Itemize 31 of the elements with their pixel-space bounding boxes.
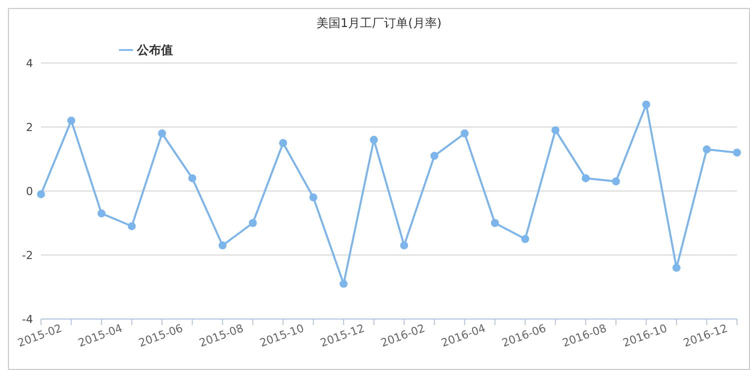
point [460,129,469,138]
point [128,222,136,230]
point [490,219,499,227]
y-tick-label: 4 [26,56,33,70]
point [67,116,76,125]
point [37,190,45,198]
point [551,126,560,134]
point [370,136,378,144]
y-tick-label: -4 [22,312,33,326]
y-tick-label: -2 [22,248,33,262]
point [279,139,288,147]
point [672,264,680,272]
point [521,235,530,243]
point [309,193,318,202]
point [218,241,227,250]
point [733,148,741,157]
y-tick-label: 2 [26,120,33,134]
y-tick-label: 0 [26,184,33,198]
legend-label: 公布值 [137,43,173,57]
point [642,100,650,109]
point [400,241,408,250]
point [98,209,106,218]
point [158,129,166,138]
point [340,280,348,288]
point [248,219,257,227]
point [612,177,620,186]
point [430,152,438,160]
point [188,174,196,182]
point [582,174,590,182]
point [702,145,711,154]
chart-title: 美国1月工厂订单(月率) [316,15,442,32]
